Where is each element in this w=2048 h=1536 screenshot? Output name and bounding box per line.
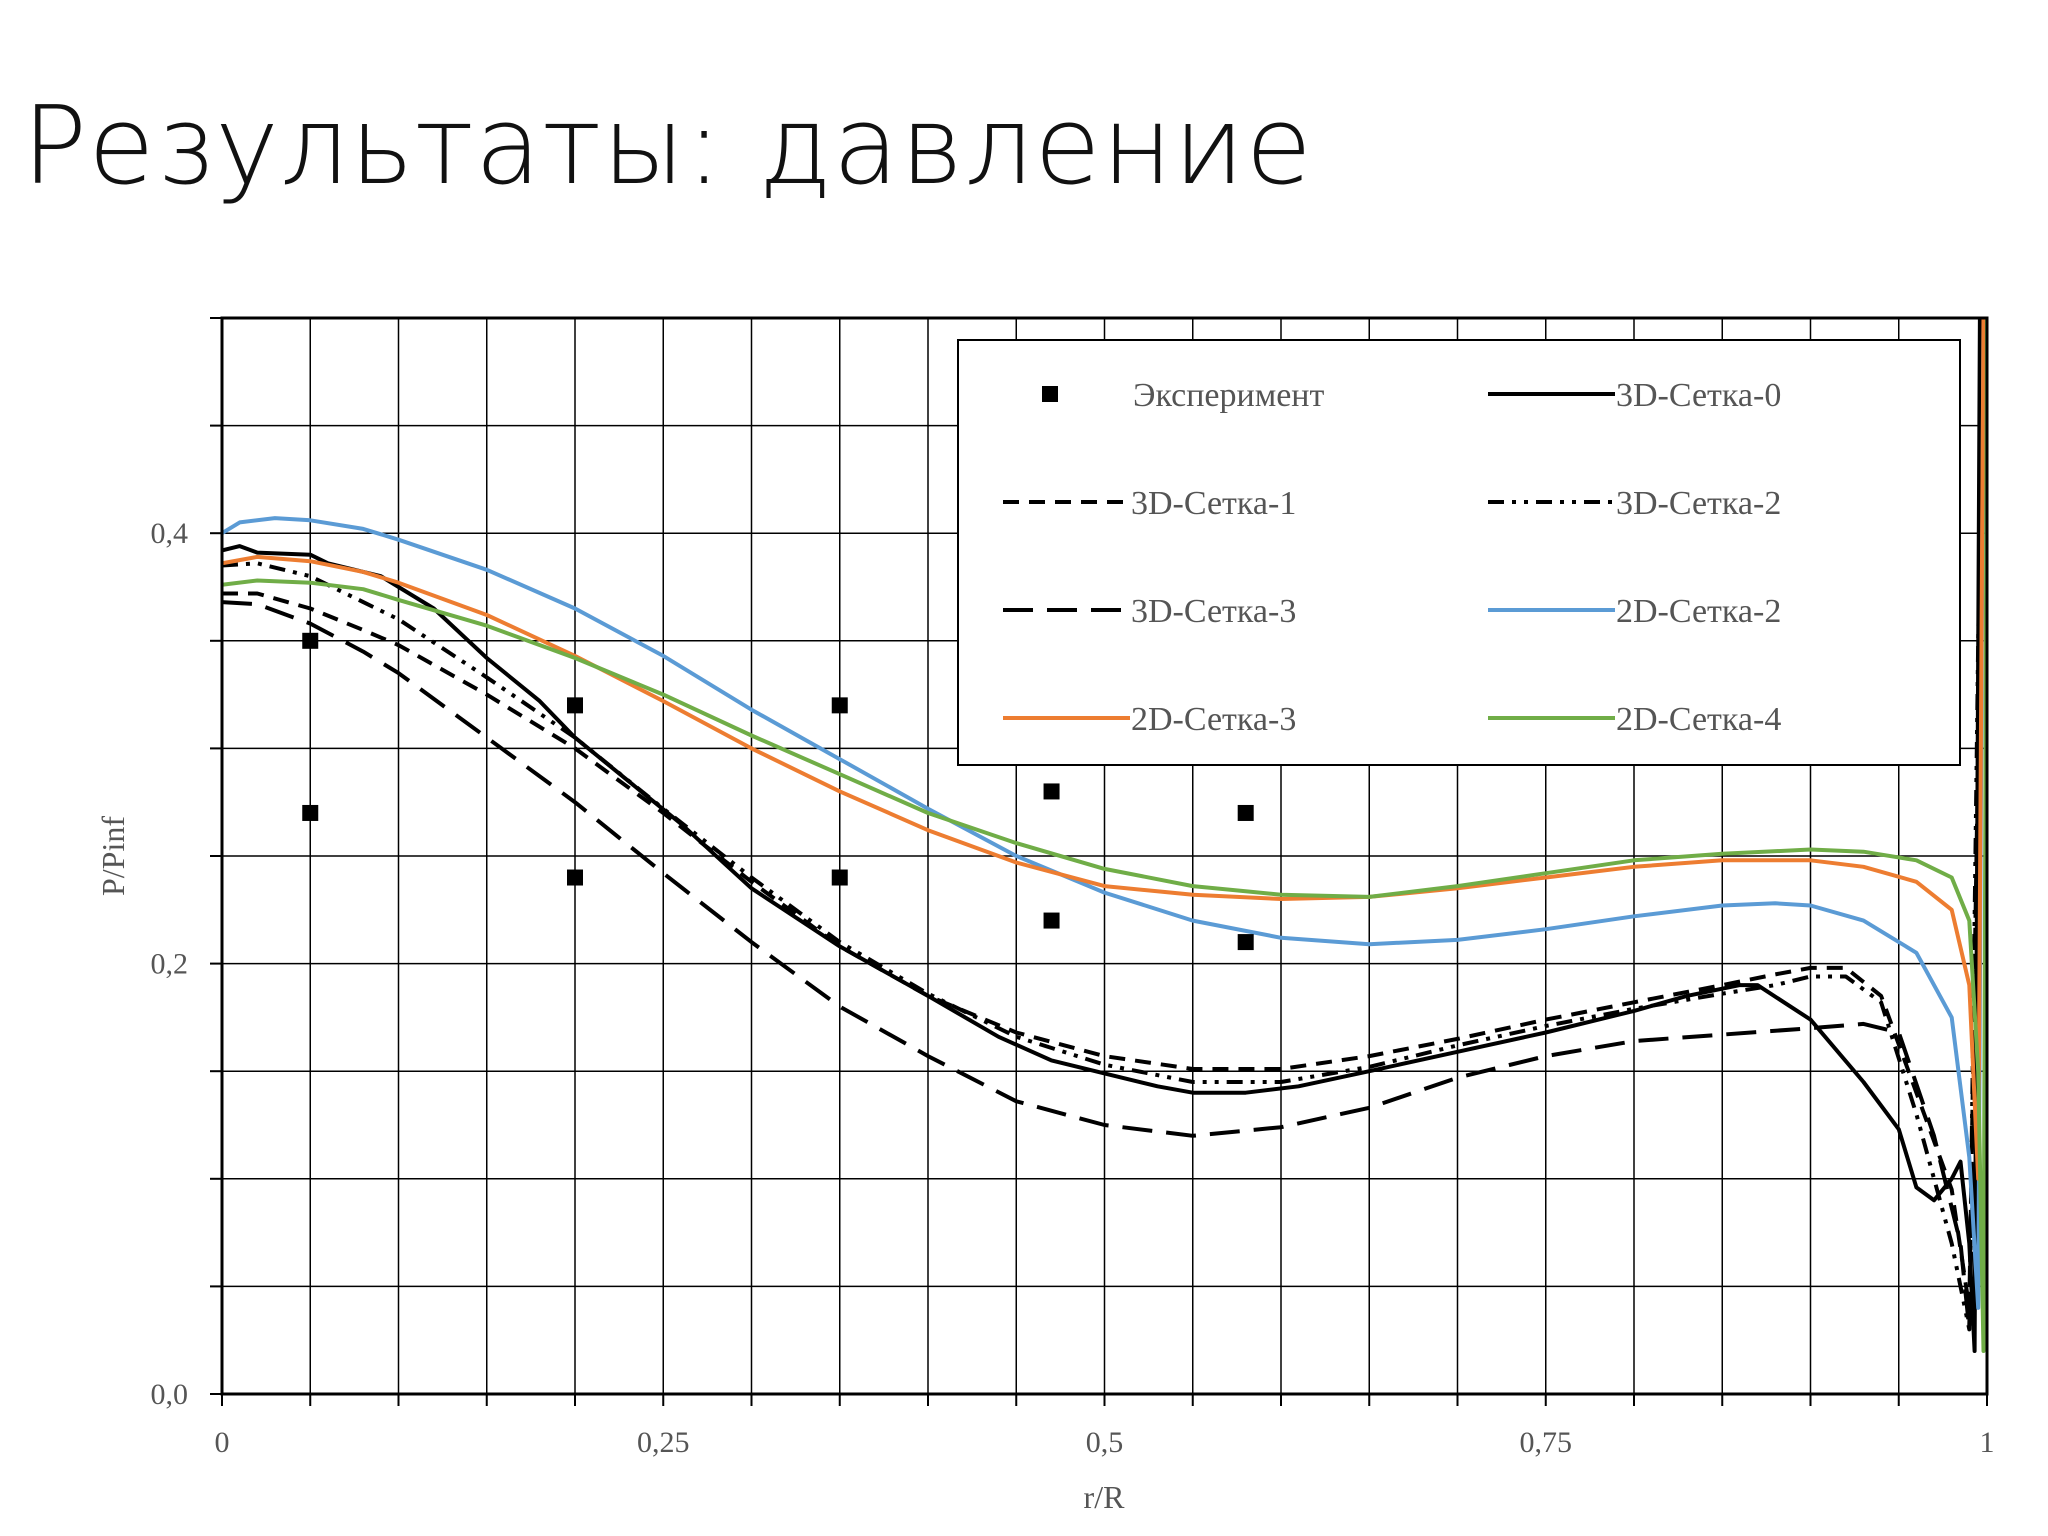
experiment-point [1237,934,1254,951]
y-tick-label: 0,2 [151,948,189,981]
legend-label: 3D-Сетка-3 [1131,593,1296,630]
series-line-2d-сетка-3 [222,318,1986,1181]
experiment-points [302,632,1254,951]
legend-label: Эксперимент [1133,377,1324,414]
x-tick-label: 0,5 [1086,1426,1124,1459]
plot-frame [220,316,1989,1396]
experiment-point [302,804,319,821]
experiment-point [1043,912,1060,929]
legend-label: 2D-Сетка-2 [1616,593,1781,630]
experiment-point [567,697,583,714]
legend-label: 2D-Сетка-3 [1131,701,1296,738]
experiment-point [1043,783,1060,800]
legend-label: 3D-Сетка-0 [1616,377,1781,414]
axis-ticks: 0 0,25 0,5 0,75 1 0,0 0,2 0,4 [151,317,1995,1459]
series-lines [222,318,1987,1353]
y-tick-label: 0,0 [151,1378,189,1411]
x-tick-label: 0 [215,1426,230,1459]
legend-label: 3D-Сетка-2 [1616,485,1781,522]
experiment-point [567,869,583,886]
experiment-point [1237,804,1254,821]
series-line-2d-сетка-2 [222,318,1986,1310]
y-tick-label: 0,4 [151,517,189,550]
experiment-point [831,697,848,714]
series-line-3d-сетка-0 [222,318,1982,1353]
legend-label: 3D-Сетка-1 [1131,485,1296,522]
legend-box [957,339,1961,766]
series-line-3d-сетка-2 [222,318,1986,1332]
legend-label: 2D-Сетка-4 [1616,701,1781,738]
series-line-3d-сетка-3 [222,318,1986,1332]
x-axis-label: r/R [1084,1479,1126,1515]
slide-title: Результаты: давление [22,84,1313,209]
legend: Эксперимент 3D-Сетка-0 3D-Сетка-1 3D-Сетка-… [957,339,1961,766]
x-tick-label: 1 [1980,1426,1995,1459]
legend-marker-experiment [1042,386,1058,402]
x-tick-label: 0,75 [1520,1426,1573,1459]
x-tick-label: 0,25 [637,1426,690,1459]
series-line-2d-сетка-4 [222,318,1987,1353]
y-axis-label: P/Pinf [95,816,131,896]
experiment-point [302,632,319,649]
experiment-point [831,869,848,886]
